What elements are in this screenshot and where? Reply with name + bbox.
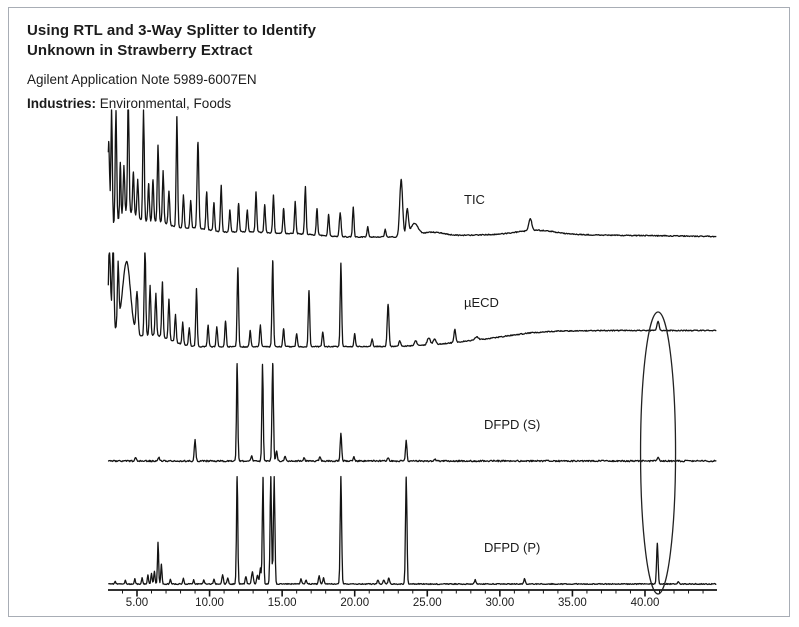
- trace-ecd: [107, 252, 717, 348]
- trace-dfpd-s: [107, 362, 717, 463]
- trace-label-dfpd-p: DFPD (P): [484, 540, 541, 555]
- industries-label: Industries:: [27, 96, 97, 111]
- x-tick-label: 10.00: [195, 597, 224, 609]
- x-tick-label: 5.00: [125, 597, 149, 609]
- figure-header: Using RTL and 3-Way Splitter to Identify…: [27, 21, 447, 112]
- trace-dfpd-p: [108, 475, 717, 586]
- trace-label-dfpd-s: DFPD (S): [484, 417, 541, 432]
- figure-border: [8, 7, 790, 617]
- unknown-peak-ellipse-annotation: [639, 311, 677, 595]
- x-tick-label: 35.00: [558, 597, 587, 609]
- app-note-reference: Agilent Application Note 5989-6007EN: [27, 72, 257, 87]
- x-tick-label: 40.00: [630, 597, 660, 609]
- trace-label-tic: TIC: [464, 192, 485, 207]
- industries-line: Industries: Environmental, Foods: [27, 95, 447, 112]
- x-tick-label: 30.00: [485, 597, 515, 609]
- figure-title-line1: Using RTL and 3-Way Splitter to Identify: [27, 22, 317, 39]
- trace-tic: [107, 109, 717, 239]
- x-tick-label: 15.00: [267, 597, 297, 609]
- x-tick-label: 20.00: [340, 597, 370, 609]
- x-tick-label: 25.00: [412, 597, 442, 609]
- trace-label-uecd: µECD: [464, 295, 499, 310]
- figure-title-line2: Unknown in Strawberry Extract: [27, 42, 253, 59]
- industries-value: Environmental, Foods: [96, 96, 232, 111]
